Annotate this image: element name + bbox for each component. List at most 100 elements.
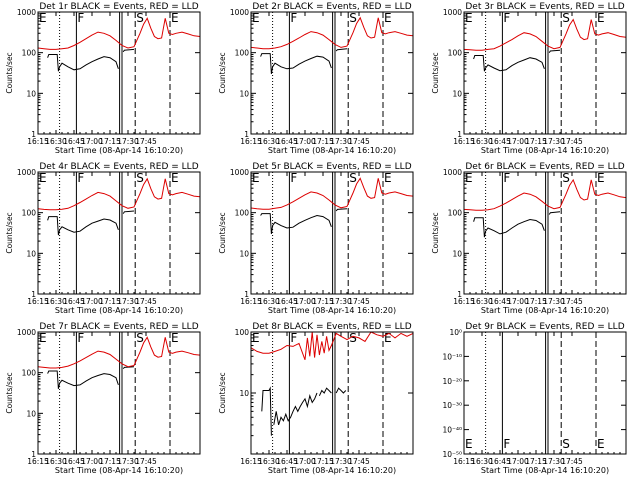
y-tick-label: 100 <box>22 369 37 378</box>
events-series-line <box>261 386 272 436</box>
time-marker-label: F <box>290 171 297 185</box>
time-marker-label: E <box>39 11 47 25</box>
x-axis-label: Start Time (08-Apr-14 16:10:20) <box>481 306 609 315</box>
x-tick-label: 17:45 <box>348 457 370 466</box>
plot-frame <box>250 171 414 295</box>
x-tick-label: 16:45 <box>63 297 85 306</box>
y-tick-label: 1000 <box>443 8 462 17</box>
y-tick-label: 10 <box>26 249 36 258</box>
y-axis-label: Counts/sec <box>5 372 14 413</box>
time-marker-label: E <box>465 171 473 185</box>
x-tick-label: 17:45 <box>135 457 157 466</box>
lld-series-line <box>38 177 200 211</box>
time-marker-label: F <box>503 11 510 25</box>
lld-series-line <box>464 18 626 51</box>
x-tick-label: 17:15 <box>525 137 547 146</box>
plot-frame <box>37 331 201 455</box>
x-tick-label: 16:45 <box>489 137 511 146</box>
y-tick-label: 10⁻⁴⁰ <box>442 426 462 435</box>
time-marker-label: S <box>349 331 357 345</box>
y-tick-label: 1000 <box>17 8 36 17</box>
x-tick-label: 17:45 <box>561 297 583 306</box>
y-tick-label: 10 <box>452 249 462 258</box>
x-tick-label: 17:45 <box>135 297 157 306</box>
y-tick-label: 100 <box>22 209 37 218</box>
x-tick-label: 17:00 <box>507 457 529 466</box>
y-tick-label: 100 <box>235 209 250 218</box>
time-marker-label: E <box>384 171 392 185</box>
plot-frame <box>463 171 627 295</box>
x-tick-label: 17:30 <box>543 137 565 146</box>
time-marker-label: F <box>77 171 84 185</box>
time-marker-label: E <box>597 437 605 451</box>
plot-frame <box>250 331 414 455</box>
time-marker-label: S <box>349 171 357 185</box>
x-tick-label: 17:00 <box>507 297 529 306</box>
x-axis-label: Start Time (08-Apr-14 16:10:20) <box>55 466 183 475</box>
events-series-line <box>122 48 135 53</box>
x-tick-label: 17:15 <box>312 457 334 466</box>
time-marker-label: E <box>171 171 179 185</box>
lld-series-line <box>251 332 413 360</box>
y-tick-label: 10 <box>26 409 36 418</box>
time-marker-label: F <box>290 331 297 345</box>
chart-title: Det 2r BLACK = Events, RED = LLD <box>252 2 411 12</box>
time-marker-label: F <box>503 171 510 185</box>
time-marker-label: F <box>77 331 84 345</box>
plot-frame <box>37 171 201 295</box>
x-tick-label: 16:45 <box>63 137 85 146</box>
time-marker-label: E <box>39 171 47 185</box>
y-tick-label: 10⁻²⁰ <box>442 377 462 386</box>
plot-frame <box>250 11 414 135</box>
x-tick-label: 17:30 <box>117 297 139 306</box>
x-tick-label: 17:30 <box>543 457 565 466</box>
x-tick-label: 16:15 <box>240 457 262 466</box>
y-axis-label: Counts/sec <box>218 52 227 93</box>
time-marker-label: E <box>39 331 47 345</box>
x-tick-label: 17:15 <box>525 297 547 306</box>
y-tick-label: 10⁻⁵⁰ <box>442 450 462 459</box>
time-marker-label: F <box>503 437 510 451</box>
y-axis-label: Counts/sec <box>5 212 14 253</box>
time-marker-label: S <box>136 331 144 345</box>
x-tick-label: 16:45 <box>489 457 511 466</box>
time-marker-label: E <box>465 437 473 451</box>
events-series-line <box>335 387 347 394</box>
events-series-line <box>273 392 318 426</box>
x-tick-label: 16:30 <box>258 137 280 146</box>
events-series-line <box>548 211 561 215</box>
x-tick-label: 17:30 <box>330 297 352 306</box>
y-tick-label: 100 <box>235 49 250 58</box>
x-tick-label: 16:45 <box>276 297 298 306</box>
x-tick-label: 16:15 <box>453 297 475 306</box>
plot-frame <box>463 11 627 135</box>
x-axis-label: Start Time (08-Apr-14 16:10:20) <box>55 146 183 155</box>
x-axis-label: Start Time (08-Apr-14 16:10:20) <box>481 466 609 475</box>
x-tick-label: 17:30 <box>543 297 565 306</box>
y-tick-label: 1 <box>31 290 36 299</box>
lld-series-line <box>251 16 413 50</box>
y-tick-label: 1000 <box>230 168 249 177</box>
y-tick-label: 10⁻¹⁰ <box>442 352 462 361</box>
x-tick-label: 16:30 <box>45 457 67 466</box>
events-series-line <box>122 366 135 370</box>
events-series-line <box>335 208 348 212</box>
time-marker-label: E <box>252 331 260 345</box>
x-tick-label: 17:15 <box>525 457 547 466</box>
time-marker-label: E <box>465 11 473 25</box>
x-tick-label: 17:15 <box>99 297 121 306</box>
x-axis-label: Start Time (08-Apr-14 16:10:20) <box>268 466 396 475</box>
y-tick-label: 10 <box>239 249 249 258</box>
lld-series-line <box>38 17 200 50</box>
y-tick-label: 10 <box>239 89 249 98</box>
lld-series-line <box>251 177 413 210</box>
x-tick-label: 17:15 <box>312 137 334 146</box>
events-series-line <box>47 216 119 236</box>
time-marker-label: F <box>77 11 84 25</box>
x-tick-label: 16:45 <box>276 457 298 466</box>
